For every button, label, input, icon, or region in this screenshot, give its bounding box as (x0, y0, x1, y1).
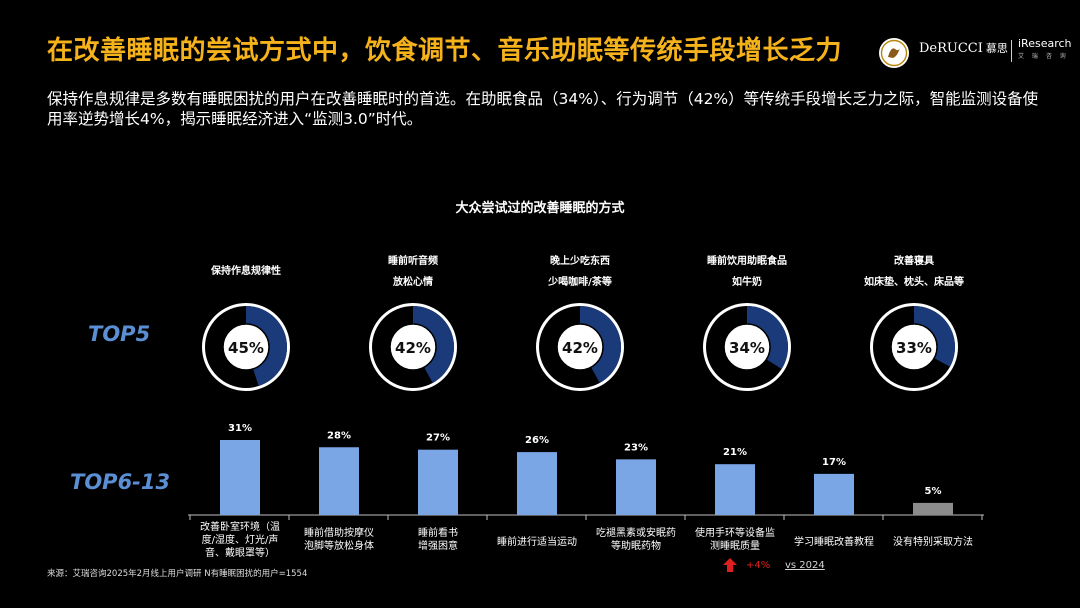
bar-value-1: 31% (228, 423, 252, 434)
growth-value: +4% (746, 560, 771, 571)
donut-label-5: 改善寝具 (894, 254, 934, 267)
bar-category-label-6: 测睡眠质量 (710, 539, 760, 552)
bar-value-4: 26% (525, 435, 549, 446)
donut-center (222, 323, 270, 371)
donut-sublabel-5: 如床垫、枕头、床品等 (864, 275, 964, 288)
donut-value-1: 45% (228, 339, 264, 357)
bar-category-label-7: 学习睡眠改善教程 (794, 535, 874, 548)
donut-2 (369, 303, 457, 391)
top6-13-label: TOP6-13 (70, 470, 171, 494)
derucci-logo-text: DeRUCCI (919, 41, 983, 56)
donut-value-2: 42% (395, 339, 431, 357)
growth-compare-label: vs 2024 (785, 560, 825, 571)
bar-value-2: 28% (327, 430, 351, 441)
donut-value-5: 33% (896, 339, 932, 357)
bar-value-3: 27% (426, 433, 450, 444)
source-note: 来源：艾瑞咨询2025年2月线上用户调研 N有睡眠困扰的用户=1554 (47, 569, 308, 579)
donut-center (556, 323, 604, 371)
bar-category-label-3: 睡前看书 (418, 526, 458, 539)
donut-4 (703, 303, 791, 391)
derucci-logo: DeRUCCI 慕思 (919, 40, 1008, 56)
bar-4 (517, 452, 557, 515)
bar-category-label-5: 吃褪黑素或安眠药 (596, 526, 676, 539)
page-subtitle: 保持作息规律是多数有睡眠困扰的用户在改善睡眠时的首选。在助眠食品（34%）、行为… (47, 90, 1039, 128)
donut-label-2: 睡前听音频 (388, 254, 438, 267)
bar-category-label-2: 睡前借助按摩仪 (304, 526, 374, 539)
bar-value-5: 23% (624, 442, 648, 453)
page-title: 在改善睡眠的尝试方式中，饮食调节、音乐助眠等传统手段增长乏力 (47, 36, 843, 66)
bar-value-7: 17% (822, 457, 846, 468)
bar-1 (220, 440, 260, 515)
donut-sublabel-2: 放松心情 (392, 275, 433, 288)
donut-5 (870, 303, 958, 391)
bar-category-label-2: 泡脚等放松身体 (304, 539, 374, 552)
iresearch-logo-zh: 艾 瑞 咨 询 (1018, 53, 1069, 60)
chart-title: 大众尝试过的改善睡眠的方式 (455, 201, 625, 216)
donut-value-3: 42% (562, 339, 598, 357)
up-arrow-icon (723, 558, 737, 572)
bar-3 (418, 449, 458, 515)
logo-divider (1011, 40, 1012, 62)
donut-label-4: 睡前饮用助眠食品 (707, 254, 787, 267)
bar-2 (319, 447, 359, 515)
donut-sublabel-3: 少喝咖啡/茶等 (547, 275, 612, 288)
bar-category-label-1: 音、戴眼罩等） (205, 546, 275, 559)
bar-category-label-1: 度/湿度、灯光/声 (202, 533, 279, 546)
bar-6 (715, 464, 755, 515)
top5-label: TOP5 (88, 322, 151, 346)
donut-label-1: 保持作息规律性 (210, 264, 281, 277)
donut-center (723, 323, 771, 371)
bar-category-label-8: 没有特别采取方法 (893, 535, 973, 548)
donut-center (890, 323, 938, 371)
bar-category-label-6: 使用手环等设备监 (695, 526, 775, 539)
donut-sublabel-4: 如牛奶 (732, 275, 762, 288)
donut-3 (536, 303, 624, 391)
iresearch-logo-text: iResearch (1018, 37, 1072, 50)
bar-category-label-3: 增强困意 (418, 539, 458, 552)
iresearch-logo: iResearch 艾 瑞 咨 询 (1018, 37, 1072, 60)
donut-1 (202, 303, 290, 391)
derucci-logo-zh: 慕思 (985, 42, 1008, 55)
bar-category-label-1: 改善卧室环境（温 (200, 520, 280, 533)
bar-category-label-4: 睡前进行适当运动 (497, 535, 577, 548)
bar-category-label-5: 等助眠药物 (611, 539, 661, 552)
donut-center (389, 323, 437, 371)
bar-value-6: 21% (723, 447, 747, 458)
bar-8 (913, 502, 953, 515)
bar-7 (814, 473, 854, 515)
bar-value-8: 5% (925, 486, 942, 497)
donut-label-3: 晚上少吃东西 (550, 254, 610, 267)
donut-value-4: 34% (729, 339, 765, 357)
bar-5 (616, 459, 656, 515)
derucci-seal-logo (879, 38, 909, 68)
